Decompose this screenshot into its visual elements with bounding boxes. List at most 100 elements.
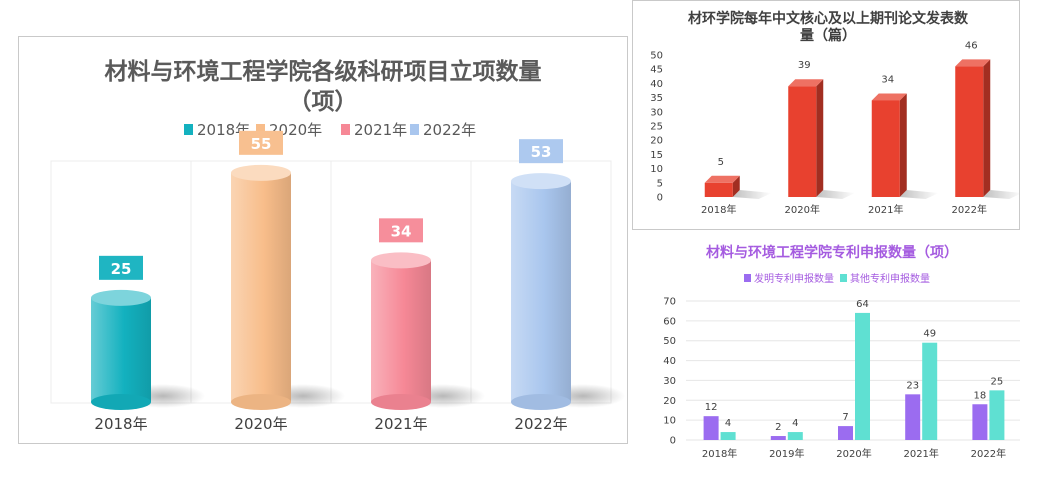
x-tick-label: 2020年 xyxy=(785,203,820,216)
bar xyxy=(955,66,984,197)
y-tick-label: 50 xyxy=(663,336,676,347)
bar-side xyxy=(899,93,907,197)
y-tick-label: 40 xyxy=(650,79,663,90)
x-tick-label: 2022年 xyxy=(971,447,1006,460)
bar-side xyxy=(732,175,740,197)
y-tick-label: 25 xyxy=(650,122,663,133)
data-label-box xyxy=(99,255,143,280)
legend-label: 2021年 xyxy=(354,121,407,139)
y-tick-label: 30 xyxy=(650,107,663,118)
y-tick-label: 10 xyxy=(663,416,676,427)
y-tick-label: 50 xyxy=(650,51,663,62)
bar-top xyxy=(704,175,740,183)
bar-shadow xyxy=(899,190,939,199)
x-tick-label: 2022年 xyxy=(952,203,987,216)
bar xyxy=(371,260,431,402)
data-label: 12 xyxy=(705,402,718,413)
bar-side xyxy=(816,79,824,197)
data-label-box xyxy=(379,218,423,243)
y-tick-label: 20 xyxy=(663,396,676,407)
data-label: 23 xyxy=(906,380,919,391)
data-label: 55 xyxy=(251,135,272,153)
bar xyxy=(838,426,853,440)
bar-top xyxy=(231,164,291,181)
patent-count-chart: 材料与环境工程学院专利申报数量（项） 发明专利申报数量 其他专利申报数量 0 10 20 3… xyxy=(632,236,1020,468)
bar-top xyxy=(91,289,151,306)
x-tick-label: 2018年 xyxy=(702,447,737,460)
data-label: 39 xyxy=(798,60,811,71)
y-tick-label: 10 xyxy=(650,164,663,175)
y-tick-label: 70 xyxy=(663,297,676,308)
data-label: 5 xyxy=(718,157,724,168)
bar xyxy=(871,100,900,197)
x-tick-label: 2021年 xyxy=(374,415,427,433)
bar xyxy=(770,436,786,440)
data-label: 34 xyxy=(391,222,412,240)
bar xyxy=(905,394,921,440)
chart-title: 材料与环境工程学院各级科研项目立项数量 xyxy=(105,58,542,85)
y-tick-label: 5 xyxy=(657,178,663,189)
x-tick-label: 2020年 xyxy=(836,447,871,460)
legend-swatch xyxy=(341,124,350,135)
x-tick-label: 2018年 xyxy=(94,415,147,433)
legend-label: 2022年 xyxy=(423,121,476,139)
y-tick-label: 0 xyxy=(670,436,676,447)
data-label: 4 xyxy=(792,418,798,429)
bar xyxy=(703,416,719,440)
y-tick-label: 45 xyxy=(650,65,663,76)
bar-top xyxy=(371,252,431,269)
y-tick-label: 0 xyxy=(657,193,663,204)
bar-shadow xyxy=(816,190,856,199)
bar xyxy=(720,432,736,440)
legend-swatch xyxy=(256,124,265,135)
bar xyxy=(511,181,571,402)
bar xyxy=(989,390,1005,440)
legend-swatch xyxy=(840,274,847,282)
data-label: 64 xyxy=(856,299,869,310)
data-label: 7 xyxy=(842,412,848,423)
x-tick-label: 2018年 xyxy=(701,203,736,216)
bar-top xyxy=(788,79,824,87)
bar-base xyxy=(371,394,431,410)
bar-top xyxy=(511,173,571,190)
project-count-chart: 材料与环境工程学院各级科研项目立项数量 （项） 2018年 2020年 2021年 202… xyxy=(18,36,628,444)
bar xyxy=(788,86,817,197)
bar xyxy=(91,297,151,402)
data-label-box xyxy=(519,139,563,164)
y-tick-label: 30 xyxy=(663,376,676,387)
bar-base xyxy=(231,394,291,410)
data-label: 25 xyxy=(991,376,1004,387)
bar xyxy=(704,182,733,197)
bar-base xyxy=(511,394,571,410)
data-label: 53 xyxy=(531,143,552,161)
bar xyxy=(972,404,988,440)
y-tick-label: 35 xyxy=(650,93,663,104)
y-tick-label: 20 xyxy=(650,136,663,147)
data-label-box xyxy=(239,130,283,155)
legend-label: 2018年 xyxy=(197,121,250,139)
chart-title: 量（篇） xyxy=(800,27,856,44)
x-tick-label: 2021年 xyxy=(903,447,938,460)
x-tick-label: 2021年 xyxy=(868,203,903,216)
x-tick-label: 2019年 xyxy=(769,447,804,460)
data-label: 25 xyxy=(111,260,132,278)
x-tick-label: 2020年 xyxy=(234,415,287,433)
patent-count-chart-svg: 材料与环境工程学院专利申报数量（项） 发明专利申报数量 其他专利申报数量 0 10 20 3… xyxy=(663,244,1020,460)
bar-shadow xyxy=(732,190,772,199)
data-label: 4 xyxy=(725,418,731,429)
bar-top xyxy=(871,93,907,101)
y-tick-label: 40 xyxy=(663,356,676,367)
bar xyxy=(231,172,291,402)
data-label: 49 xyxy=(923,329,936,340)
legend-swatch xyxy=(744,274,751,282)
legend-label: 发明专利申报数量 xyxy=(754,272,834,285)
chart-title: （项） xyxy=(289,88,358,115)
bar-top xyxy=(955,59,991,67)
bar xyxy=(922,342,938,440)
chart-title: 材料与环境工程学院专利申报数量（项） xyxy=(706,244,958,261)
bar-shadow xyxy=(983,190,1019,199)
data-label: 18 xyxy=(974,390,987,401)
bar xyxy=(855,312,870,440)
y-tick-label: 15 xyxy=(650,150,663,161)
